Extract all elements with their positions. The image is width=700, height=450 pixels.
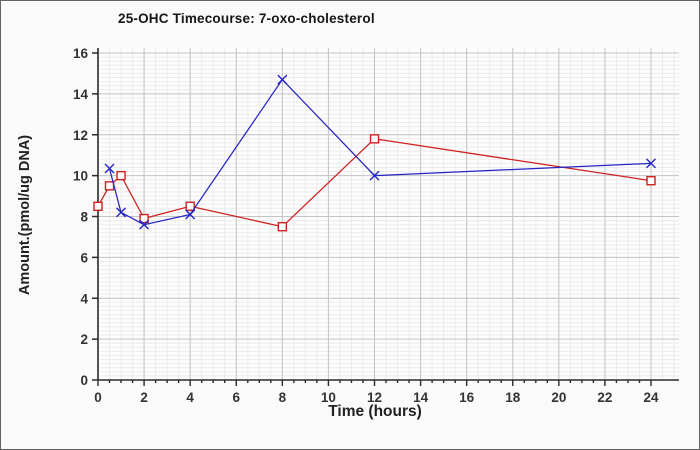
x-tick-label: 22: [597, 390, 612, 405]
series-red-marker: [646, 176, 656, 186]
x-tick-label: 12: [367, 390, 382, 405]
series-red-marker: [116, 170, 126, 181]
y-tick-label: 4: [80, 291, 88, 306]
x-tick-label: 16: [459, 390, 475, 405]
series-red-marker: [185, 201, 195, 211]
series-red-marker: [104, 181, 115, 191]
series-blue-marker: [369, 170, 380, 181]
x-tick-label: 4: [186, 390, 194, 405]
series-blue-marker: [139, 219, 150, 230]
series-blue-marker: [185, 209, 196, 220]
y-tick-label: 6: [80, 250, 88, 265]
x-tick-label: 18: [505, 390, 521, 405]
y-tick-label: 2: [80, 332, 88, 347]
series-blue-marker: [116, 207, 127, 218]
x-tick-label: 10: [321, 390, 336, 405]
x-tick-label: 0: [94, 390, 102, 405]
series-blue-marker: [646, 158, 656, 169]
y-tick-label: 16: [73, 46, 89, 61]
series-blue-marker: [104, 163, 115, 174]
x-tick-label: 6: [232, 390, 240, 405]
x-tick-label: 14: [413, 390, 429, 405]
chart-title: 25-OHC Timecourse: 7-oxo-cholesterol: [118, 11, 375, 26]
y-tick-label: 10: [73, 169, 88, 184]
series-red-marker: [369, 134, 380, 144]
x-tick-label: 20: [551, 390, 566, 405]
x-axis-label: Time (hours): [328, 403, 422, 420]
y-tick-label: 0: [80, 373, 88, 388]
y-tick-label: 8: [80, 210, 88, 225]
x-tick-label: 2: [140, 390, 148, 405]
series-blue-marker: [277, 74, 288, 85]
axis-ticks: [92, 52, 652, 386]
series-red-marker: [139, 213, 149, 224]
x-tick-label: 24: [643, 390, 659, 405]
x-tick-label: 8: [279, 390, 287, 405]
y-tick-label: 12: [73, 128, 88, 143]
series-red-marker: [93, 201, 103, 211]
y-tick-label: 14: [73, 87, 89, 102]
series-red-marker: [277, 222, 288, 232]
